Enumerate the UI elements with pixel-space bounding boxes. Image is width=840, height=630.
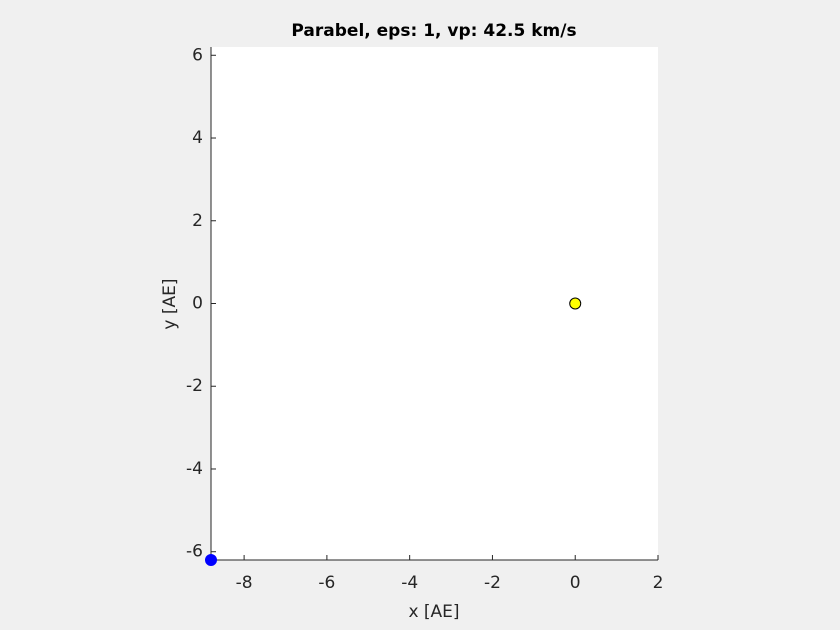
y-tick-label: 4 [192, 128, 203, 148]
y-tick-label: 2 [192, 211, 203, 231]
x-tick-label: -8 [236, 573, 253, 593]
point [569, 297, 582, 310]
y-tick-label: -2 [186, 376, 203, 396]
x-axis-label: x [AE] [408, 602, 459, 622]
x-tick-label: -2 [484, 573, 501, 593]
y-tick-label: -4 [186, 459, 203, 479]
x-tick-label: -6 [318, 573, 335, 593]
y-axis-label: y [AE] [160, 278, 180, 329]
x-tick-label: -4 [401, 573, 418, 593]
y-tick-label: -6 [186, 542, 203, 562]
point [205, 554, 217, 566]
y-tick-label: 6 [192, 45, 203, 65]
x-tick-label: 2 [653, 573, 664, 593]
chart-title: Parabel, eps: 1, vp: 42.5 km/s [291, 21, 576, 41]
x-tick-label: 0 [570, 573, 581, 593]
y-tick-label: 0 [192, 294, 203, 314]
plot-area [211, 47, 658, 560]
